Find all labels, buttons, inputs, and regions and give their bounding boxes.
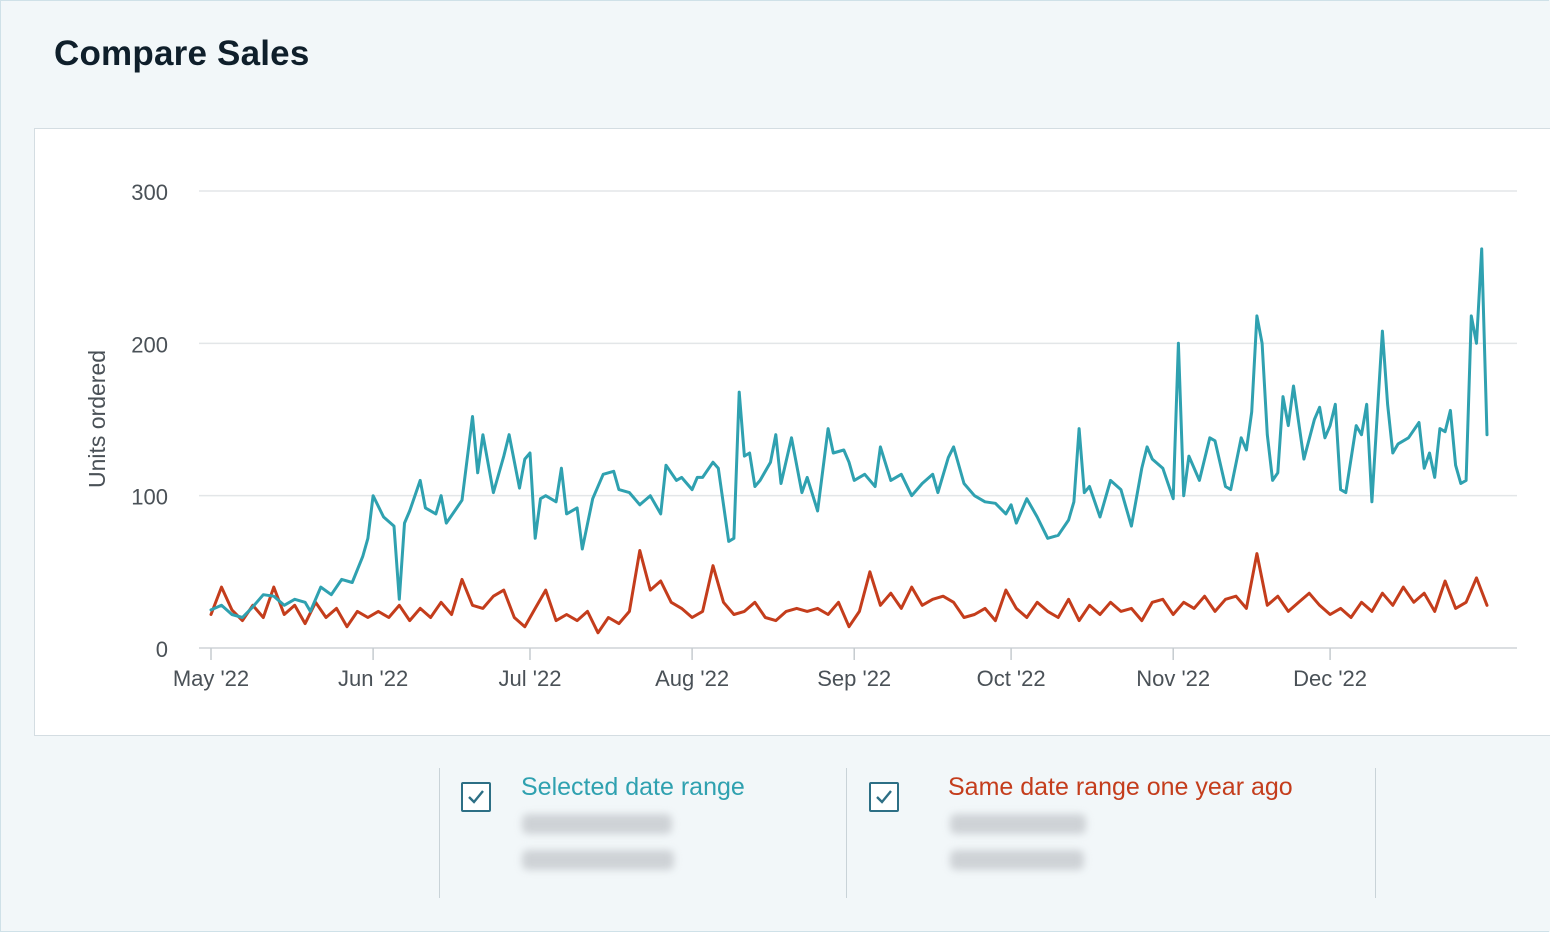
blurred-units-value xyxy=(950,814,1086,834)
x-tick-label: Nov '22 xyxy=(1136,666,1210,691)
same-date-range-one-year-ago-checkbox[interactable] xyxy=(869,782,899,812)
checkmark-icon xyxy=(468,790,484,804)
y-tick-label: 0 xyxy=(156,637,168,662)
x-tick-label: Jun '22 xyxy=(338,666,408,691)
checkmark-icon xyxy=(876,790,892,804)
x-tick-label: Aug '22 xyxy=(655,666,729,691)
series-line-same-date-range-one-year-ago xyxy=(209,549,1489,635)
x-tick-label: Oct '22 xyxy=(977,666,1046,691)
x-tick-label: May '22 xyxy=(173,666,249,691)
legend-label-selected-date-range[interactable]: Selected date range xyxy=(521,773,745,801)
series-line-selected-date-range xyxy=(209,247,1489,619)
x-tick-label: Dec '22 xyxy=(1293,666,1367,691)
x-tick-label: Sep '22 xyxy=(817,666,891,691)
units-ordered-line-chart: 0 100 200 300 Units ordered May '22 Jun '22 Jul… xyxy=(84,180,1517,691)
blurred-units-value xyxy=(522,814,672,834)
chart-card: 0 100 200 300 Units ordered May '22 Jun '22 Jul… xyxy=(34,128,1550,736)
blurred-sales-value xyxy=(522,850,674,870)
y-tick-label: 200 xyxy=(131,332,168,357)
selected-date-range-checkbox[interactable] xyxy=(461,782,491,812)
blurred-sales-value xyxy=(950,850,1084,870)
legend-separator xyxy=(1375,768,1376,898)
x-tick-label: Jul '22 xyxy=(499,666,562,691)
y-tick-label: 300 xyxy=(131,180,168,205)
legend-label-same-date-range-one-year-ago[interactable]: Same date range one year ago xyxy=(948,773,1293,801)
legend-separator xyxy=(846,768,847,898)
y-tick-label: 100 xyxy=(131,485,168,510)
y-axis-label: Units ordered xyxy=(84,350,110,488)
legend-separator xyxy=(439,768,440,898)
page-title: Compare Sales xyxy=(54,34,310,73)
